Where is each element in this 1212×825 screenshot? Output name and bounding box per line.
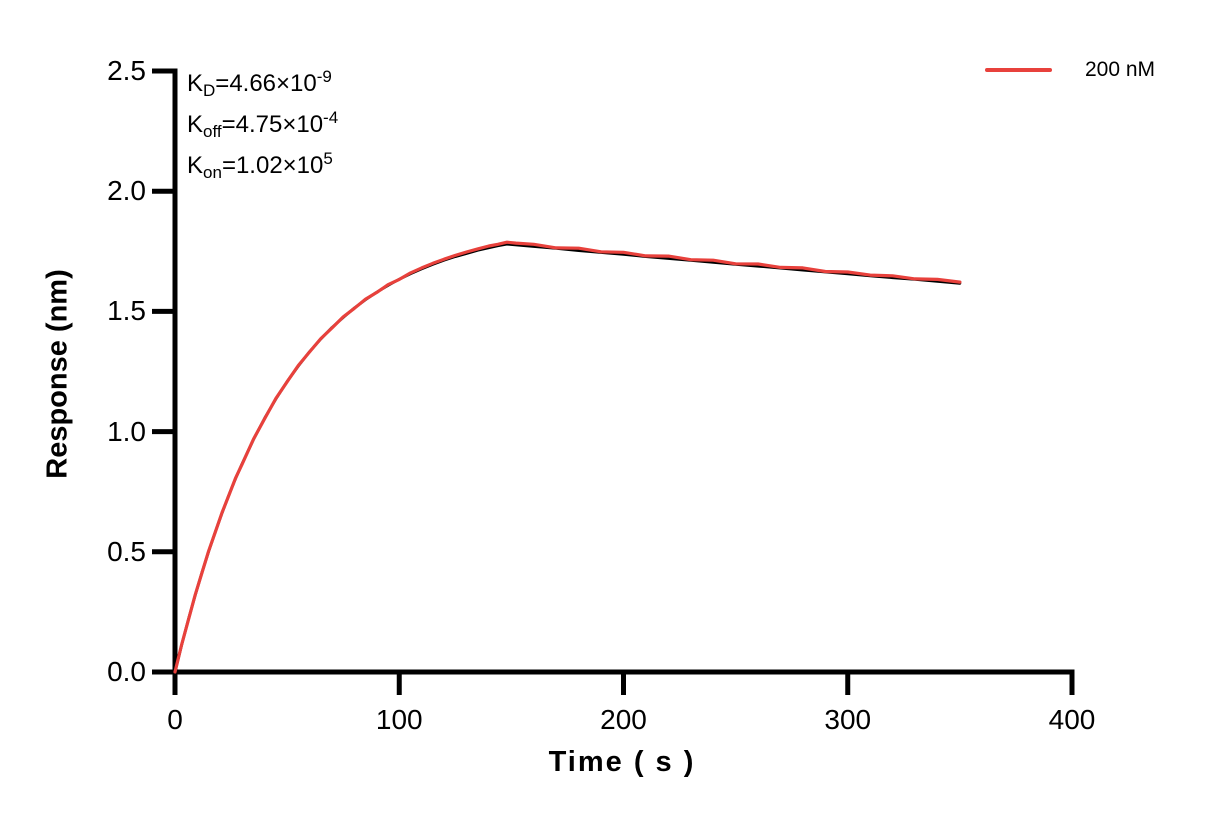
fit-curve	[173, 242, 962, 674]
data-series	[173, 240, 962, 674]
axes	[152, 68, 1075, 695]
axis-ticks	[152, 68, 1075, 695]
data-curve	[173, 240, 962, 674]
